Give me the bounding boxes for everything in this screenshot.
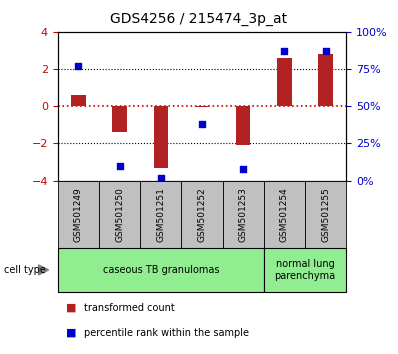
Text: GSM501250: GSM501250	[115, 187, 124, 242]
Text: transformed count: transformed count	[84, 303, 174, 313]
Text: ■: ■	[66, 328, 76, 338]
Point	[281, 48, 288, 54]
Text: percentile rank within the sample: percentile rank within the sample	[84, 328, 249, 338]
Point	[322, 48, 329, 54]
Text: GSM501252: GSM501252	[197, 187, 207, 241]
Point	[240, 166, 246, 171]
Text: GSM501254: GSM501254	[280, 187, 289, 241]
Bar	[277, 58, 292, 106]
Bar	[71, 95, 86, 106]
Text: GSM501255: GSM501255	[321, 187, 330, 242]
Bar	[154, 106, 168, 167]
Text: GSM501251: GSM501251	[156, 187, 165, 242]
Text: normal lung
parenchyma: normal lung parenchyma	[275, 259, 336, 281]
Bar	[236, 106, 250, 145]
Point	[75, 63, 82, 69]
Text: GSM501249: GSM501249	[74, 187, 83, 241]
Point	[116, 163, 123, 169]
Bar	[112, 106, 127, 132]
Bar	[195, 106, 209, 107]
Text: cell type: cell type	[4, 265, 46, 275]
Bar	[318, 54, 333, 106]
Point	[199, 121, 205, 127]
Point	[158, 175, 164, 181]
Text: caseous TB granulomas: caseous TB granulomas	[103, 265, 219, 275]
Text: GSM501253: GSM501253	[239, 187, 248, 242]
Text: ■: ■	[66, 303, 76, 313]
Text: GDS4256 / 215474_3p_at: GDS4256 / 215474_3p_at	[110, 12, 288, 27]
